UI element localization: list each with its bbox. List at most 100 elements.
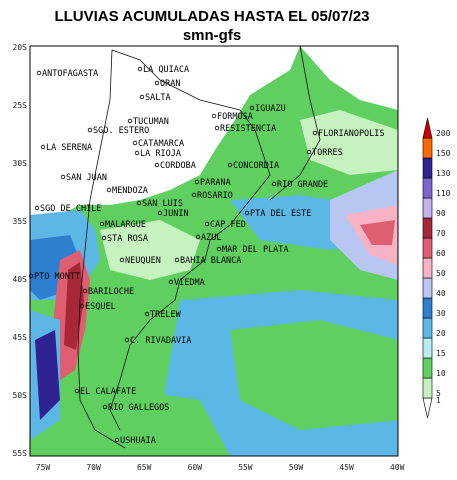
lon-label: 50W: [289, 463, 304, 472]
legend-label: 130: [436, 169, 451, 178]
city-dot: [79, 303, 85, 309]
city-dot: [40, 144, 46, 150]
city-label: BAHIA BLANCA: [180, 256, 241, 266]
legend-label: 15: [436, 349, 446, 358]
legend-label: 10: [436, 369, 446, 378]
city-label: PARANA: [200, 178, 231, 188]
legend-label: 1: [436, 396, 441, 405]
city-label: IGUAZU: [255, 104, 286, 114]
lat-label: 35S: [13, 217, 28, 226]
legend-swatch: [422, 197, 433, 219]
land-outlines: [77, 45, 321, 449]
city-label: RESISTENCIA: [220, 124, 276, 134]
lat-label: 45S: [13, 333, 28, 342]
city-label: LA RIOJA: [140, 149, 181, 159]
legend-label: 5: [436, 389, 441, 398]
city-dot: [127, 118, 133, 124]
city-dot: [194, 179, 200, 185]
lon-label: 40W: [390, 463, 405, 472]
city-dot: [101, 235, 107, 241]
lat-label: 30S: [13, 159, 28, 168]
legend-swatch: [422, 257, 433, 279]
city-label: SAN JUAN: [66, 173, 107, 183]
legend-swatch: [422, 137, 433, 159]
city-dot: [119, 257, 125, 263]
legend-label: 90: [436, 209, 446, 218]
city-label: MAR DEL PLATA: [222, 245, 289, 255]
city-dot: [34, 205, 40, 211]
city-dot: [191, 192, 197, 198]
city-dot: [87, 127, 93, 133]
city-dot: [114, 437, 120, 443]
legend-cap: [422, 117, 433, 139]
legend-swatch: [422, 357, 433, 379]
city-dot: [124, 337, 130, 343]
city-dot: [154, 162, 160, 168]
city-dot: [106, 187, 112, 193]
city-dot: [306, 149, 312, 155]
city-label: STA ROSA: [107, 234, 148, 244]
subtitle: smn-gfs: [183, 27, 241, 44]
legend-label: 50: [436, 269, 446, 278]
legend-label: 110: [436, 189, 451, 198]
lat-label: 50S: [13, 391, 28, 400]
city-label: ESQUEL: [85, 302, 116, 312]
map-frame: [29, 45, 399, 457]
city-label: TORRES: [312, 148, 343, 158]
legend-label: 200: [436, 129, 451, 138]
city-label: SGO. ESTERO: [93, 126, 149, 136]
city-dot: [136, 200, 142, 206]
city-label: VIEDMA: [174, 278, 205, 288]
city-label: BARILOCHE: [88, 287, 134, 297]
city-dot: [132, 140, 138, 146]
city-label: TUCUMAN: [133, 117, 169, 127]
lon-label: 55W: [238, 463, 253, 472]
legend-swatch: [422, 377, 433, 399]
city-label: SGO DE CHILE: [40, 204, 101, 214]
city-dot: [102, 404, 108, 410]
city-label: RIO GALLEGOS: [108, 403, 169, 413]
city-dot: [134, 150, 140, 156]
city-label: MENDOZA: [112, 186, 148, 196]
city-label: FORMOSA: [217, 112, 253, 122]
lon-label: 75W: [36, 463, 51, 472]
city-dot: [28, 273, 34, 279]
city-label: USHUAIA: [120, 436, 156, 446]
legend-swatch: [422, 317, 433, 339]
city-label: TRELEW: [150, 310, 182, 320]
city-label: LA SERENA: [46, 143, 92, 153]
city-label: FLORIANOPOLIS: [318, 129, 385, 139]
lat-label: 20S: [13, 43, 28, 52]
city-label: C. RIVADAVIA: [130, 336, 191, 346]
city-label: ANTOFAGASTA: [42, 69, 98, 79]
legend-swatch: [422, 157, 433, 179]
lon-label: 65W: [137, 463, 152, 472]
city-label: SAN LUIS: [142, 199, 183, 209]
legend-cap: [422, 397, 433, 419]
legend-swatch: [422, 237, 433, 259]
lon-label: 60W: [188, 463, 203, 472]
city-dot: [157, 210, 163, 216]
city-dot: [168, 279, 174, 285]
city-dot: [211, 113, 217, 119]
city-label: RIO GRANDE: [277, 180, 328, 190]
legend-label: 30: [436, 309, 446, 318]
city-label: MALARGUE: [105, 220, 146, 230]
city-dot: [216, 246, 222, 252]
legend-swatch: [422, 277, 433, 299]
city-label: ORAN: [160, 79, 180, 89]
city-dot: [249, 105, 255, 111]
city-dot: [144, 311, 150, 317]
city-dot: [204, 221, 210, 227]
city-dot: [271, 181, 277, 187]
city-dot: [36, 70, 42, 76]
title: LLUVIAS ACUMULADAS HASTA EL 05/07/23: [54, 8, 369, 25]
city-dot: [137, 66, 143, 72]
city-dot: [99, 221, 105, 227]
city-dot: [312, 130, 318, 136]
lon-label: 70W: [86, 463, 101, 472]
city-dot: [60, 174, 66, 180]
city-dot: [74, 388, 80, 394]
lat-label: 55S: [13, 449, 28, 458]
